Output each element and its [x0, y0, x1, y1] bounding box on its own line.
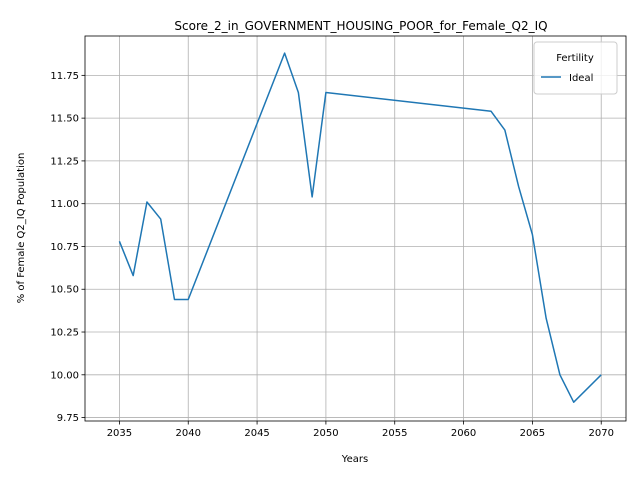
grid-lines — [85, 36, 626, 421]
y-tick-label: 9.75 — [57, 413, 79, 424]
plot-area-frame — [84, 35, 627, 422]
x-axis-label: Years — [341, 454, 368, 465]
series-line-ideal — [118, 52, 602, 403]
y-tick-label: 10.00 — [50, 370, 79, 381]
x-tick-label: 2045 — [244, 428, 269, 439]
y-tick-label: 11.75 — [50, 71, 79, 82]
x-tick-label: 2055 — [382, 428, 407, 439]
y-tick-label: 11.25 — [50, 156, 79, 167]
y-axis-label: % of Female Q2_IQ Population — [16, 153, 27, 304]
y-axis-ticks: 9.75 10.00 10.25 10.50 10.75 11.00 11.25 11.50 1… — [50, 71, 85, 424]
x-tick-label: 2035 — [107, 428, 132, 439]
x-tick-label: 2040 — [176, 428, 201, 439]
x-tick-label: 2060 — [451, 428, 476, 439]
chart-title: Score_2_in_GOVERNMENT_HOUSING_POOR_for_F… — [174, 19, 547, 33]
x-tick-label: 2070 — [588, 428, 613, 439]
y-tick-label: 10.50 — [50, 285, 79, 296]
y-tick-label: 11.00 — [50, 199, 79, 210]
x-tick-label: 2050 — [313, 428, 338, 439]
y-tick-label: 11.50 — [50, 114, 79, 125]
legend-title: Fertility — [556, 53, 594, 64]
x-tick-label: 2065 — [520, 428, 545, 439]
legend-entry-ideal: Ideal — [569, 73, 593, 84]
legend-box — [533, 41, 618, 95]
series-layer — [118, 52, 602, 403]
x-axis-ticks: 2035 2040 2045 2050 2055 2060 2065 2070 — [107, 421, 614, 439]
y-tick-label: 10.25 — [50, 328, 79, 339]
legend: Fertility Ideal — [533, 41, 618, 95]
y-tick-label: 10.75 — [50, 242, 79, 253]
